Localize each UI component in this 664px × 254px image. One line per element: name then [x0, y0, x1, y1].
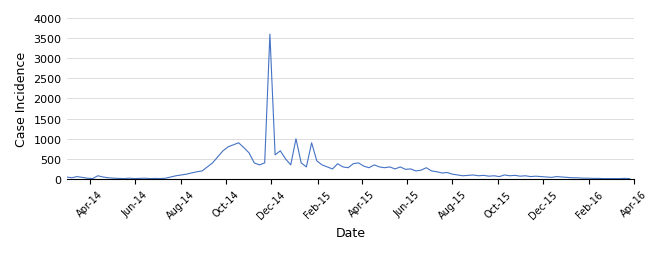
X-axis label: Date: Date — [335, 226, 365, 239]
Y-axis label: Case Incidence: Case Incidence — [15, 52, 28, 147]
